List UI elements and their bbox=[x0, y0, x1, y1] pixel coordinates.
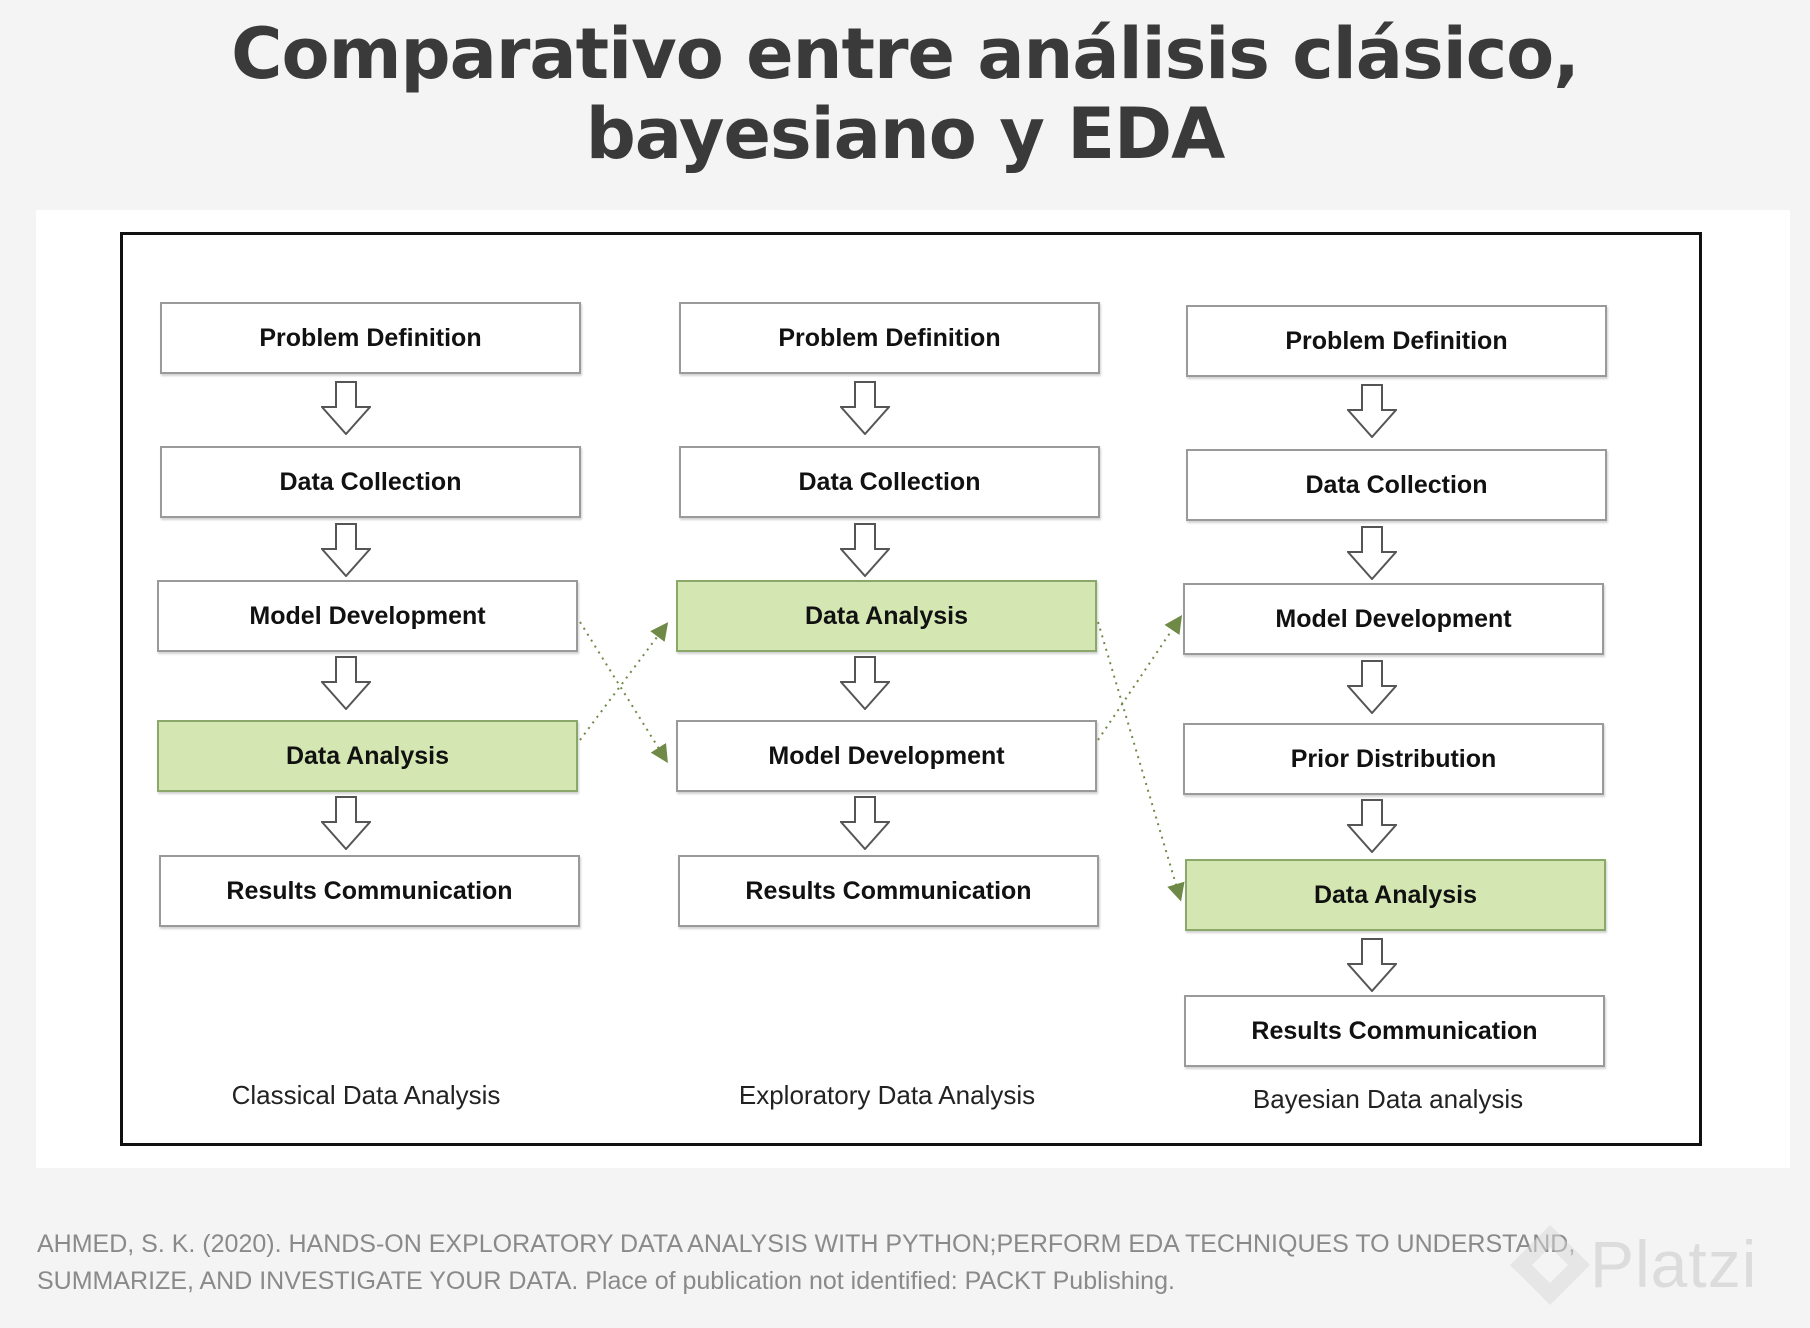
down-arrow-icon bbox=[1347, 799, 1397, 853]
connector-eda-model-to-bayesian-model bbox=[1097, 615, 1183, 741]
eda-column-label: Exploratory Data Analysis bbox=[738, 1080, 1036, 1110]
eda-step-model-development: Model Development bbox=[676, 720, 1097, 792]
down-arrow-icon bbox=[840, 523, 890, 577]
eda-step-problem-definition: Problem Definition bbox=[679, 302, 1100, 374]
eda-step-results-communication: Results Communication bbox=[678, 855, 1099, 927]
classical-step-results-communication: Results Communication bbox=[159, 855, 580, 927]
down-arrow-icon bbox=[1347, 660, 1397, 714]
connector-classical-analysis-to-eda-analysis bbox=[579, 622, 669, 741]
bayesian-step-prior-distribution: Prior Distribution bbox=[1183, 723, 1604, 795]
title-line-1: Comparativo entre análisis clásico, bbox=[231, 13, 1580, 95]
connector-eda-analysis-to-bayesian-analysis bbox=[1097, 621, 1185, 902]
page-title: Comparativo entre análisis clásico, baye… bbox=[0, 14, 1810, 174]
eda-step-data-analysis: Data Analysis bbox=[676, 580, 1097, 652]
down-arrow-icon bbox=[1347, 384, 1397, 438]
platzi-logo-icon bbox=[1510, 1225, 1590, 1305]
connector-classical-model-to-eda-model bbox=[579, 621, 668, 764]
down-arrow-icon bbox=[1347, 526, 1397, 580]
down-arrow-icon bbox=[321, 523, 371, 577]
bayesian-step-data-analysis: Data Analysis bbox=[1185, 859, 1606, 931]
eda-step-data-collection: Data Collection bbox=[679, 446, 1100, 518]
citation-line-1: AHMED, S. K. (2020). HANDS-ON EXPLORATOR… bbox=[37, 1230, 1576, 1258]
down-arrow-icon bbox=[321, 656, 371, 710]
bayesian-step-results-communication: Results Communication bbox=[1184, 995, 1605, 1067]
down-arrow-icon bbox=[840, 796, 890, 850]
bayesian-step-model-development: Model Development bbox=[1183, 583, 1604, 655]
down-arrow-icon bbox=[321, 381, 371, 435]
down-arrow-icon bbox=[840, 381, 890, 435]
classical-column-label: Classical Data Analysis bbox=[231, 1080, 501, 1110]
down-arrow-icon bbox=[1347, 938, 1397, 992]
classical-step-data-collection: Data Collection bbox=[160, 446, 581, 518]
down-arrow-icon bbox=[840, 656, 890, 710]
classical-step-data-analysis: Data Analysis bbox=[157, 720, 578, 792]
diagram-frame bbox=[120, 232, 1702, 1146]
platzi-watermark-text: Platzi bbox=[1590, 1227, 1758, 1301]
classical-step-problem-definition: Problem Definition bbox=[160, 302, 581, 374]
bayesian-step-data-collection: Data Collection bbox=[1186, 449, 1607, 521]
down-arrow-icon bbox=[321, 796, 371, 850]
bayesian-column-label: Bayesian Data analysis bbox=[1252, 1084, 1524, 1114]
classical-step-model-development: Model Development bbox=[157, 580, 578, 652]
title-line-2: bayesiano y EDA bbox=[585, 93, 1226, 175]
citation: AHMED, S. K. (2020). HANDS-ON EXPLORATOR… bbox=[37, 1226, 1657, 1300]
citation-line-2: SUMMARIZE, AND INVESTIGATE YOUR DATA. Pl… bbox=[37, 1267, 1175, 1295]
bayesian-step-problem-definition: Problem Definition bbox=[1186, 305, 1607, 377]
